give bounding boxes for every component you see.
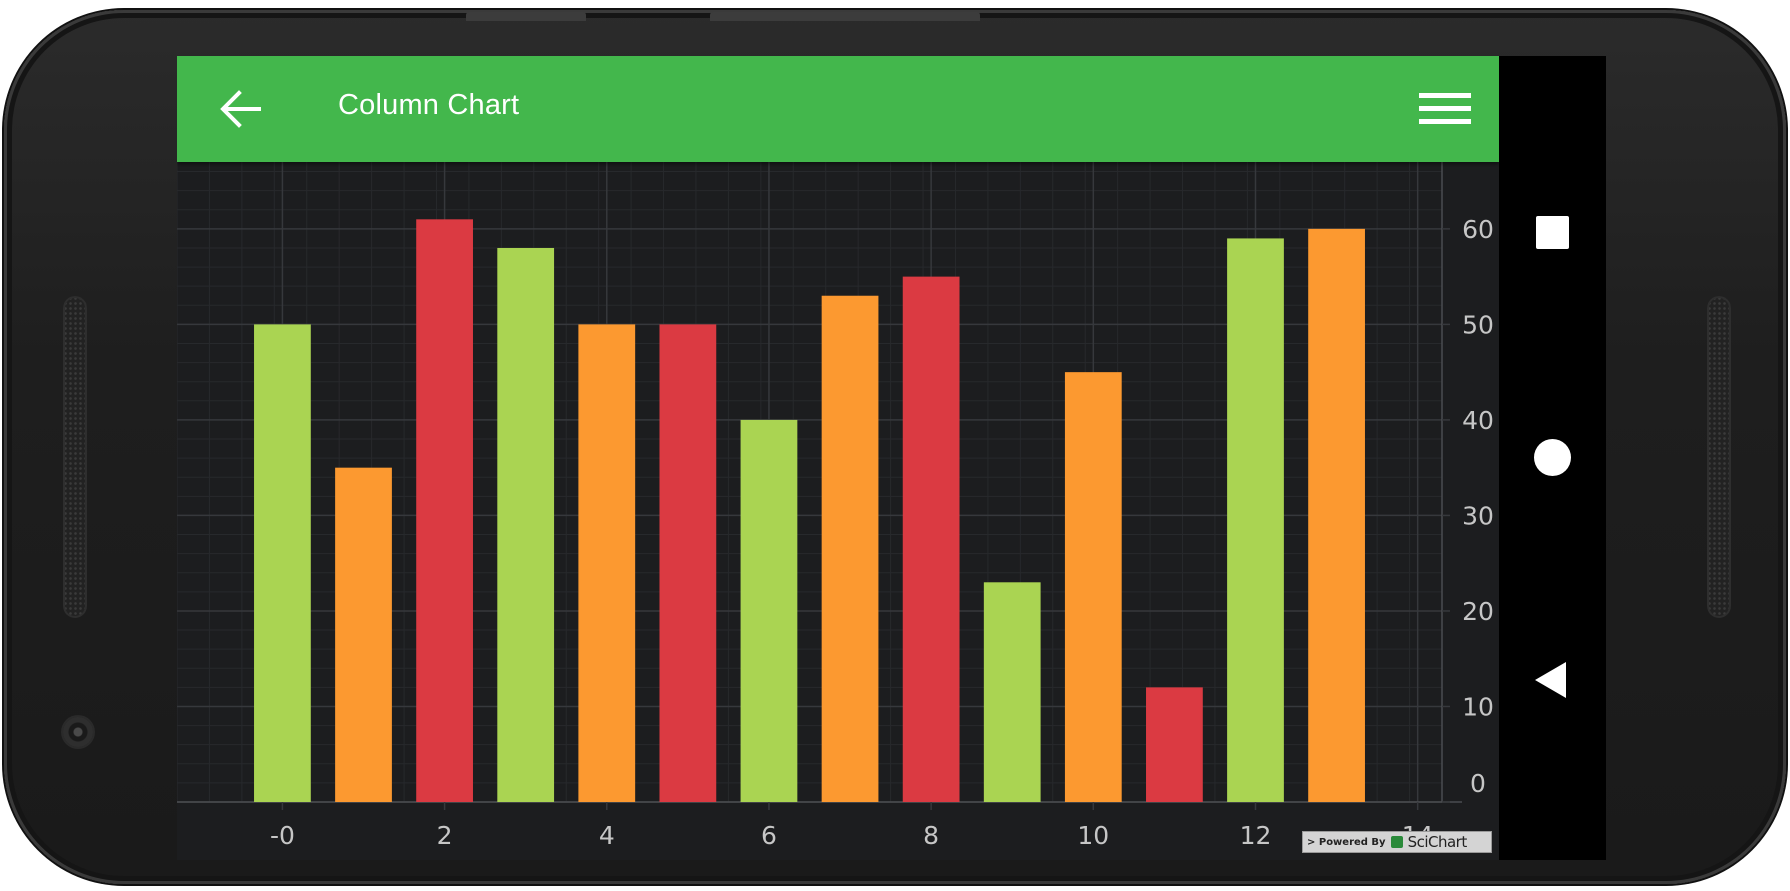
bar: [740, 419, 798, 802]
y-tick-label: 40: [1462, 406, 1494, 435]
phone-screen: Column Chart -024681012140102030405060 >…: [177, 56, 1606, 860]
x-tick-label: 12: [1240, 821, 1272, 850]
x-tick-label: 8: [923, 821, 939, 850]
x-tick-label: 4: [599, 821, 615, 850]
power-button: [710, 12, 980, 21]
bar: [1308, 228, 1365, 802]
bar: [416, 219, 473, 803]
bar: [1064, 372, 1122, 802]
y-tick-label: 50: [1462, 310, 1494, 339]
chart-surface[interactable]: -024681012140102030405060: [177, 162, 1499, 860]
bar: [578, 324, 636, 802]
hamburger-menu-icon[interactable]: [1417, 89, 1473, 129]
bar: [659, 324, 717, 802]
y-tick-label: 60: [1462, 215, 1494, 244]
volume-button: [466, 12, 586, 21]
powered-by-text: > Powered By: [1307, 836, 1386, 848]
scichart-brand: SciChart: [1407, 833, 1468, 851]
y-tick-label: 30: [1462, 501, 1494, 530]
y-tick-label: 20: [1462, 597, 1494, 626]
bar: [254, 324, 311, 802]
square-icon[interactable]: [1536, 216, 1569, 249]
scichart-logo-icon: [1390, 836, 1403, 848]
bar: [335, 467, 392, 802]
right-speaker: [1707, 296, 1731, 618]
column-chart: -024681012140102030405060: [177, 162, 1494, 850]
front-camera-icon: [63, 717, 93, 747]
bar: [902, 276, 960, 803]
android-nav-bar: [1499, 56, 1606, 860]
left-speaker: [63, 296, 87, 618]
bar: [983, 582, 1041, 802]
x-tick-label: 2: [437, 821, 453, 850]
bar: [1146, 687, 1203, 802]
app-bar: Column Chart: [177, 56, 1499, 162]
arrow-left-icon[interactable]: [219, 89, 261, 129]
circle-icon[interactable]: [1534, 439, 1571, 476]
x-tick-label: 6: [761, 821, 777, 850]
x-tick-label: 10: [1077, 821, 1109, 850]
phone-frame: Column Chart -024681012140102030405060 >…: [4, 10, 1786, 884]
y-tick-label: 0: [1470, 769, 1486, 798]
y-tick-label: 10: [1462, 692, 1494, 721]
page-title: Column Chart: [338, 89, 520, 121]
triangle-back-icon[interactable]: [1535, 662, 1566, 698]
bar: [821, 295, 879, 802]
bar: [497, 247, 555, 802]
bar: [1227, 238, 1284, 802]
x-tick-label: -0: [270, 821, 295, 850]
scichart-watermark: > Powered By SciChart: [1302, 831, 1492, 853]
